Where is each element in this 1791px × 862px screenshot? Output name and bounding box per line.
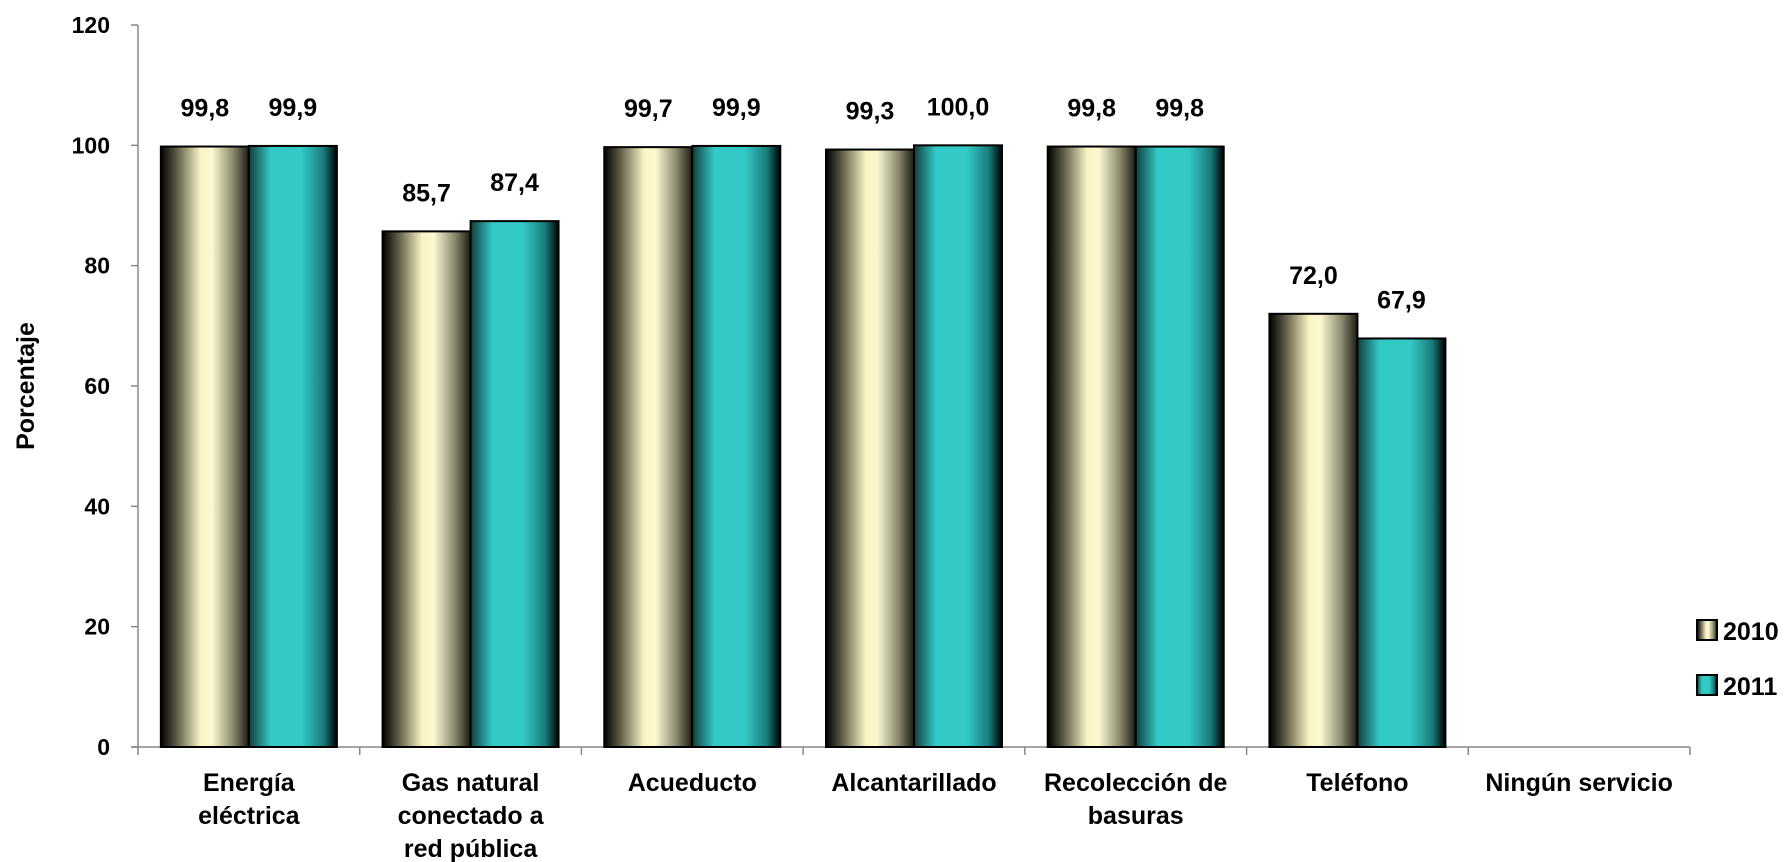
bar-2011 xyxy=(469,220,560,749)
data-label: 85,7 xyxy=(402,179,451,207)
x-category-label: Gas natural xyxy=(402,769,540,797)
y-tick-label: 80 xyxy=(84,253,110,279)
data-label: 99,9 xyxy=(269,94,318,122)
bars xyxy=(159,144,1447,749)
x-category-label: conectado a xyxy=(398,802,545,830)
data-label: 87,4 xyxy=(490,169,539,197)
data-label: 99,8 xyxy=(1067,95,1116,123)
y-tick-label: 0 xyxy=(97,734,110,760)
legend: 2010 2011 xyxy=(1696,618,1779,701)
data-labels: 99,8 85,7 99,7 99,3 99,8 72,0 99,9 87,4 99,9 100,… xyxy=(181,93,1426,314)
data-label: 67,9 xyxy=(1377,286,1426,314)
x-category-label: basuras xyxy=(1088,802,1184,830)
y-tick-label: 100 xyxy=(72,132,110,158)
y-axis-title: Porcentaje xyxy=(12,322,40,450)
y-tick-label: 120 xyxy=(72,12,110,38)
x-category-label: Ningún servicio xyxy=(1485,769,1673,797)
y-tick-label: 60 xyxy=(84,373,110,399)
data-label: 99,7 xyxy=(624,95,673,123)
axes: 0 20 40 60 80 100 120 Porcentaje Energía eléctric… xyxy=(12,12,1691,862)
bar-2010 xyxy=(381,230,472,749)
legend-swatch-2010 xyxy=(1696,619,1718,641)
x-category-label: red pública xyxy=(404,835,538,862)
bar-2011 xyxy=(1356,337,1447,748)
data-label: 100,0 xyxy=(927,93,990,121)
data-label: 99,9 xyxy=(712,94,761,122)
legend-label: 2010 xyxy=(1723,618,1779,646)
x-category-label: Energía xyxy=(203,769,296,797)
y-tick-label: 40 xyxy=(84,493,110,519)
data-label: 72,0 xyxy=(1289,262,1338,290)
bar-2010 xyxy=(1046,145,1137,748)
bar-2010 xyxy=(825,148,915,749)
bar-2010 xyxy=(159,145,250,748)
legend-label: 2011 xyxy=(1723,673,1777,701)
x-category-label: Alcantarillado xyxy=(831,769,996,797)
data-label: 99,3 xyxy=(846,98,895,126)
bar-2011 xyxy=(247,144,338,748)
y-tick-label: 20 xyxy=(84,614,110,640)
x-category-label: Teléfono xyxy=(1306,769,1408,797)
x-category-label: Recolección de xyxy=(1044,769,1227,797)
x-category-label: eléctrica xyxy=(198,802,301,830)
legend-swatch-2011 xyxy=(1696,674,1718,696)
data-label: 99,8 xyxy=(181,95,230,123)
bar-2010 xyxy=(603,146,694,749)
bar-2011 xyxy=(1134,145,1225,748)
bar-2010 xyxy=(1268,312,1359,748)
bar-2011 xyxy=(691,144,782,748)
data-label: 99,8 xyxy=(1155,95,1204,123)
bar-2011 xyxy=(913,144,1003,749)
x-category-label: Acueducto xyxy=(628,769,757,797)
